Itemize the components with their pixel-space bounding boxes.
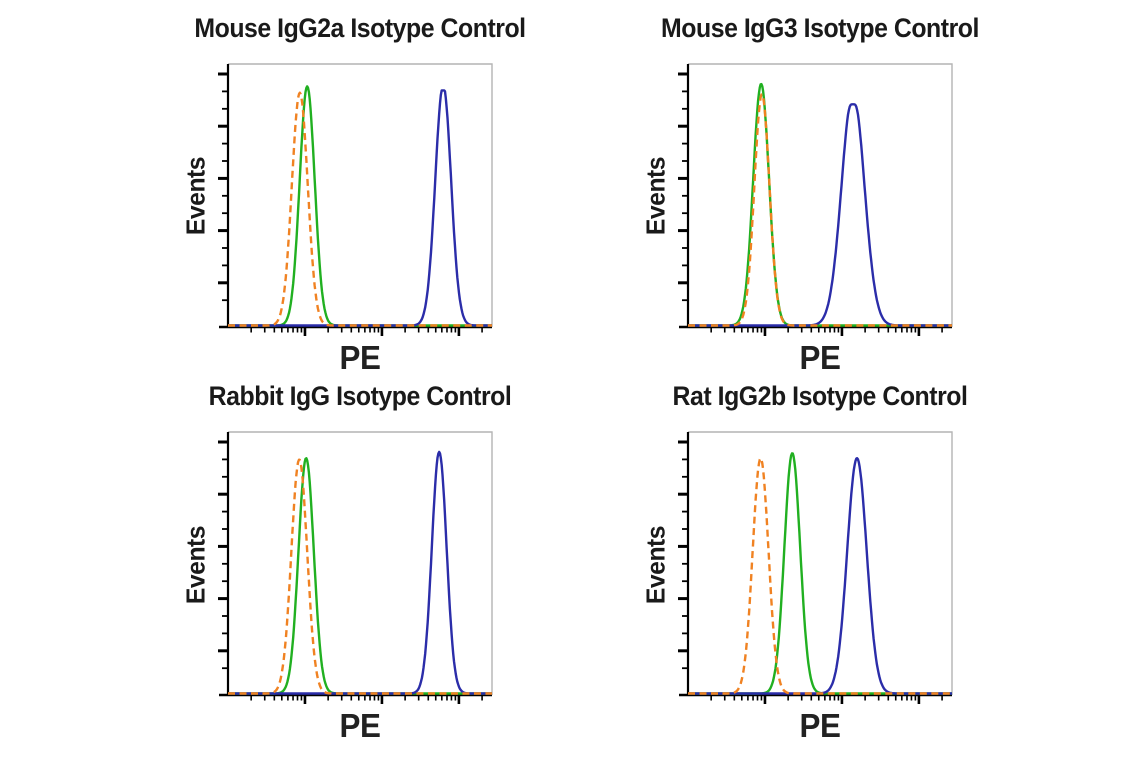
y-axis-label-events: Events [640,156,671,236]
panel-title-rabbit-igg: Rabbit IgG Isotype Control [208,381,512,411]
y-axis-label-events: Events [180,156,211,236]
y-axis-label-events: Events [640,525,671,605]
x-axis-label-pe: PE [339,707,381,744]
x-axis-label-pe: PE [339,339,381,376]
panel-title-rat-igg2b: Rat IgG2b Isotype Control [672,381,968,411]
histogram-plot-rabbit-igg [218,431,493,704]
histogram-plot-mouse-igg3 [678,63,953,336]
histogram-plot-mouse-igg2a [218,63,493,336]
x-axis-label-pe: PE [799,339,841,376]
panel-title-mouse-igg2a: Mouse IgG2a Isotype Control [194,13,526,43]
panel-title-mouse-igg3: Mouse IgG3 Isotype Control [661,13,979,43]
histogram-plot-rat-igg2b [678,431,953,704]
y-axis-label-events: Events [180,525,211,605]
x-axis-label-pe: PE [799,707,841,744]
